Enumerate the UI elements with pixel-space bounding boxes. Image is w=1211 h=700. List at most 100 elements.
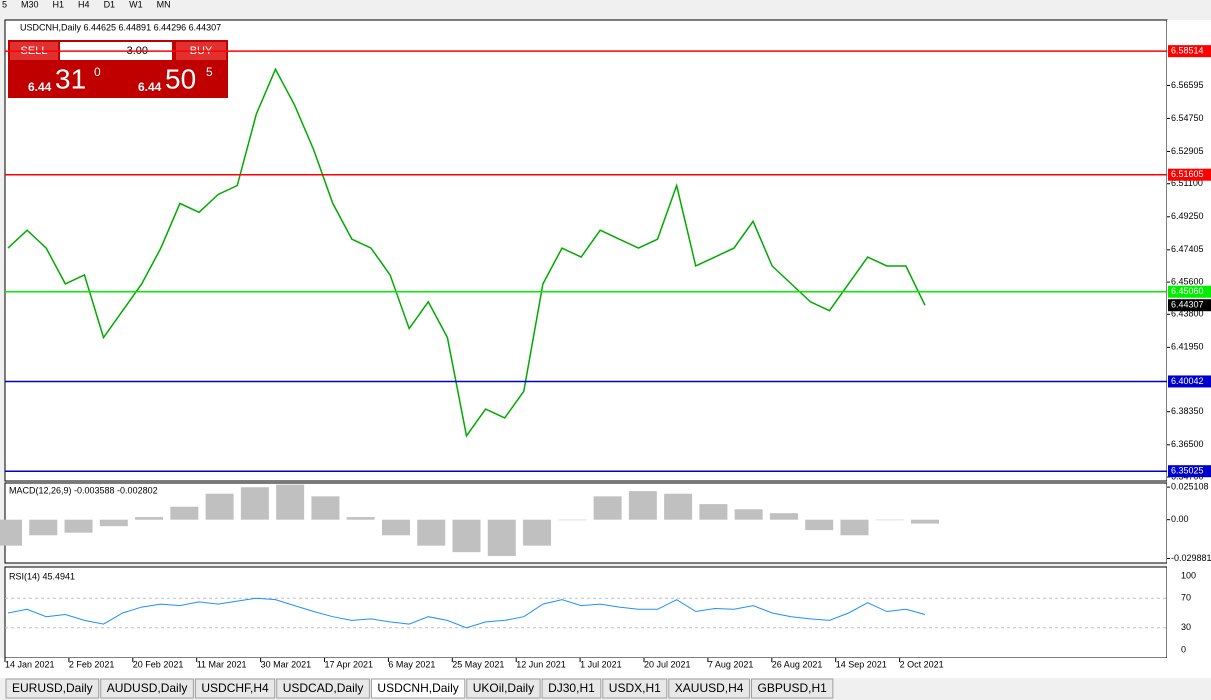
rsi-pane — [4, 566, 1168, 659]
tab[interactable] — [750, 678, 834, 699]
macd-bar — [170, 506, 199, 520]
y-tick-label: -0.029881 — [1171, 553, 1211, 563]
tab[interactable] — [602, 678, 668, 699]
x-tick-label: 30 Mar 2021 — [261, 659, 312, 669]
y-tick-label: 6.47405 — [1171, 244, 1204, 254]
y-tick-label: 6.41950 — [1171, 342, 1204, 352]
x-tick-label: 6 May 2021 — [388, 659, 435, 669]
x-tick-label: 25 May 2021 — [452, 659, 504, 669]
timeframe[interactable]: 5 — [2, 0, 7, 9]
tab-label: UKOil,Daily — [473, 681, 534, 695]
macd-bar — [135, 517, 164, 520]
macd-bar — [276, 484, 305, 520]
ask-main: 50 — [165, 63, 196, 94]
rsi-line — [7, 597, 926, 629]
price-axis — [1167, 20, 1211, 658]
macd-bar — [805, 519, 834, 531]
macd-bar — [346, 517, 375, 520]
bid-sup: 0 — [94, 65, 101, 79]
macd-bar — [487, 519, 516, 557]
level-label: 6.45060 — [1171, 286, 1204, 296]
macd-bar — [452, 519, 481, 553]
x-tick-label: 2 Feb 2021 — [69, 659, 115, 669]
macd-bar — [240, 487, 269, 520]
macd-bar — [628, 491, 657, 520]
x-tick-label: 14 Sep 2021 — [836, 659, 887, 669]
level-label: 6.58514 — [1171, 46, 1204, 56]
timeframe[interactable]: D1 — [104, 0, 116, 9]
tab[interactable] — [276, 678, 370, 699]
y-tick-label: 6.45600 — [1171, 276, 1204, 286]
level-label: 6.51605 — [1171, 169, 1204, 179]
tab[interactable] — [5, 678, 100, 699]
macd-bar — [769, 513, 798, 520]
time-axis — [0, 658, 1211, 678]
timeframe[interactable]: H4 — [78, 0, 90, 9]
timeframe[interactable]: MN — [157, 0, 171, 9]
last-price-box — [1168, 299, 1211, 312]
macd-bar — [99, 519, 128, 527]
ask-big: 6.44 — [138, 80, 162, 94]
level-box — [1168, 45, 1211, 58]
x-tick-label: 7 Aug 2021 — [708, 659, 754, 669]
rsi-label: RSI(14) 45.4941 — [9, 571, 75, 581]
macd-bar — [593, 496, 622, 520]
macd-bar — [64, 519, 93, 533]
level-label: 6.35025 — [1171, 466, 1204, 476]
macd-bar — [875, 519, 904, 521]
y-tick-label: 6.56595 — [1171, 80, 1204, 90]
ask-sup: 5 — [206, 65, 213, 79]
tab-label: GBPUSD,H1 — [757, 681, 827, 695]
level-box — [1168, 168, 1211, 181]
timeframe[interactable]: W1 — [129, 0, 143, 9]
chart-title: USDCNH,Daily 6.44625 6.44891 6.44296 6.4… — [20, 22, 221, 32]
tab[interactable] — [194, 678, 276, 699]
macd-bar — [523, 519, 552, 546]
y-tick-label: 6.43800 — [1171, 309, 1204, 319]
timeframe[interactable]: M30 — [21, 0, 39, 9]
level-box — [1168, 465, 1211, 478]
macd-bar — [0, 519, 22, 546]
x-tick-label: 1 Jul 2021 — [580, 659, 622, 669]
tab-label: USDX,H1 — [609, 681, 661, 695]
x-tick-label: 20 Feb 2021 — [133, 659, 184, 669]
y-tick-label: 30 — [1181, 622, 1191, 632]
y-tick-label: 0.00 — [1171, 514, 1189, 524]
y-tick-label: 100 — [1181, 570, 1196, 580]
macd-bar — [417, 519, 446, 546]
tab-label: DJ30,H1 — [548, 681, 595, 695]
bid-big: 6.44 — [28, 80, 52, 94]
level-label: 6.40042 — [1171, 376, 1204, 386]
x-tick-label: 12 Jun 2021 — [516, 659, 566, 669]
tab[interactable] — [466, 678, 541, 699]
y-tick-label: 0.025108 — [1171, 481, 1209, 491]
level-box — [1168, 285, 1211, 298]
y-tick-label: 70 — [1181, 593, 1191, 603]
y-tick-label: 6.54750 — [1171, 113, 1204, 123]
macd-bar — [29, 519, 58, 536]
tab[interactable] — [668, 678, 750, 699]
macd-bar — [911, 519, 939, 524]
y-tick-label: 6.52905 — [1171, 146, 1204, 156]
macd-bar — [734, 509, 763, 520]
tab[interactable] — [541, 678, 602, 699]
x-tick-label: 2 Oct 2021 — [900, 659, 944, 669]
tab-label: AUDUSD,Daily — [107, 681, 188, 695]
tab[interactable] — [370, 678, 466, 699]
x-tick-label: 11 Mar 2021 — [197, 659, 247, 669]
macd-label: MACD(12,26,9) -0.003588 -0.002802 — [9, 485, 158, 495]
macd-bar — [558, 519, 587, 521]
macd-bar — [205, 493, 234, 520]
macd-pane — [4, 482, 1168, 564]
x-tick-label: 14 Jan 2021 — [5, 659, 55, 669]
level-box — [1168, 375, 1211, 388]
last-price: 6.44307 — [1171, 300, 1204, 310]
tab[interactable] — [100, 678, 194, 699]
macd-bar — [664, 493, 693, 520]
timeframe[interactable]: H1 — [53, 0, 65, 9]
tab-label: XAUUSD,H4 — [675, 681, 744, 695]
macd-bar — [381, 519, 410, 536]
price-line — [7, 67, 926, 438]
